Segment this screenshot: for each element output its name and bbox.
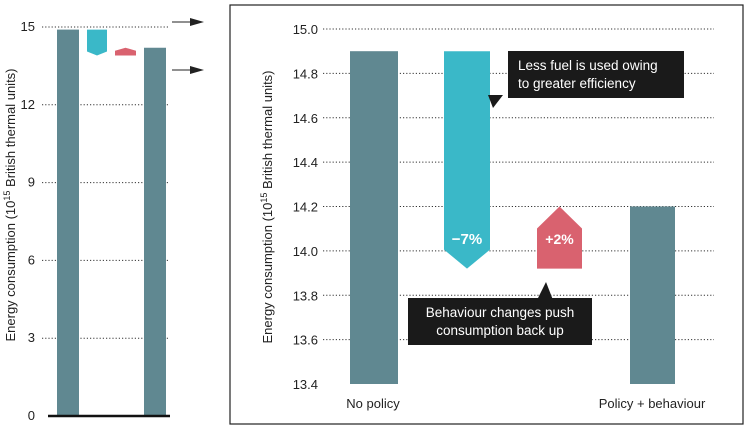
callout-pointer — [488, 95, 503, 108]
zoom-y-tick-label: 13.6 — [293, 333, 318, 348]
data-label-behaviour: +2% — [545, 231, 574, 247]
overview-y-axis-label: Energy consumption (1015 British thermal… — [2, 68, 18, 341]
zoom-y-tick-label: 14.8 — [293, 66, 318, 81]
overview-y-tick-label: 0 — [28, 408, 35, 423]
overview-ticks: 0 3 6 9 12 15 — [21, 19, 35, 423]
overview-y-tick-label: 12 — [21, 97, 35, 112]
zoom-y-tick-label: 14.2 — [293, 200, 318, 215]
callout-box — [408, 298, 592, 345]
overview-y-tick-label: 15 — [21, 19, 35, 34]
callout-pointer — [537, 282, 553, 300]
zoom-y-tick-label: 14.4 — [293, 155, 318, 170]
annotation-behaviour: Behaviour changes push consumption back … — [408, 282, 592, 345]
category-label-no-policy: No policy — [346, 396, 400, 411]
zoom-y-axis-label: Energy consumption (1015 British thermal… — [259, 70, 275, 343]
overview-y-tick-label: 6 — [28, 252, 35, 267]
callout-box — [508, 51, 684, 98]
zoom-bar-efficiency — [444, 51, 490, 269]
zoom-y-tick-label: 15.0 — [293, 22, 318, 37]
overview-y-tick-label: 9 — [28, 175, 35, 190]
overview-bars — [57, 29, 166, 417]
connector-arrows — [172, 18, 204, 74]
zoom-panel-frame — [229, 4, 744, 425]
annotation-line-1: Behaviour changes push — [426, 305, 575, 320]
zoom-ticks: 13.4 13.6 13.8 14.0 14.2 14.4 14.6 14.8 15.0 — [293, 22, 318, 392]
overview-bar — [57, 29, 79, 417]
arrow-right-icon — [190, 66, 204, 74]
overview-bar — [144, 47, 166, 416]
annotation-line-1: Less fuel is used owing — [518, 58, 658, 73]
zoom-y-tick-label: 13.8 — [293, 288, 318, 303]
annotation-line-2: consumption back up — [436, 323, 564, 338]
arrow-right-icon — [190, 18, 204, 26]
category-label-policy-behaviour: Policy + behaviour — [599, 396, 706, 411]
zoom-y-tick-label: 13.4 — [293, 377, 318, 392]
zoom-y-tick-label: 14.0 — [293, 244, 318, 259]
zoom-bar — [630, 206, 675, 384]
overview-y-tick-label: 3 — [28, 330, 35, 345]
zoom-y-tick-label: 14.6 — [293, 111, 318, 126]
zoom-bar — [350, 51, 398, 384]
overview-bar-behaviour — [115, 47, 136, 56]
annotation-line-2: to greater efficiency — [518, 76, 636, 91]
zoom-bars: −7% +2% — [350, 51, 675, 384]
annotation-efficiency: Less fuel is used owing to greater effic… — [488, 51, 684, 108]
overview-bar-efficiency — [87, 29, 107, 56]
zoom-bar-behaviour — [537, 206, 582, 269]
data-label-efficiency: −7% — [452, 231, 482, 248]
